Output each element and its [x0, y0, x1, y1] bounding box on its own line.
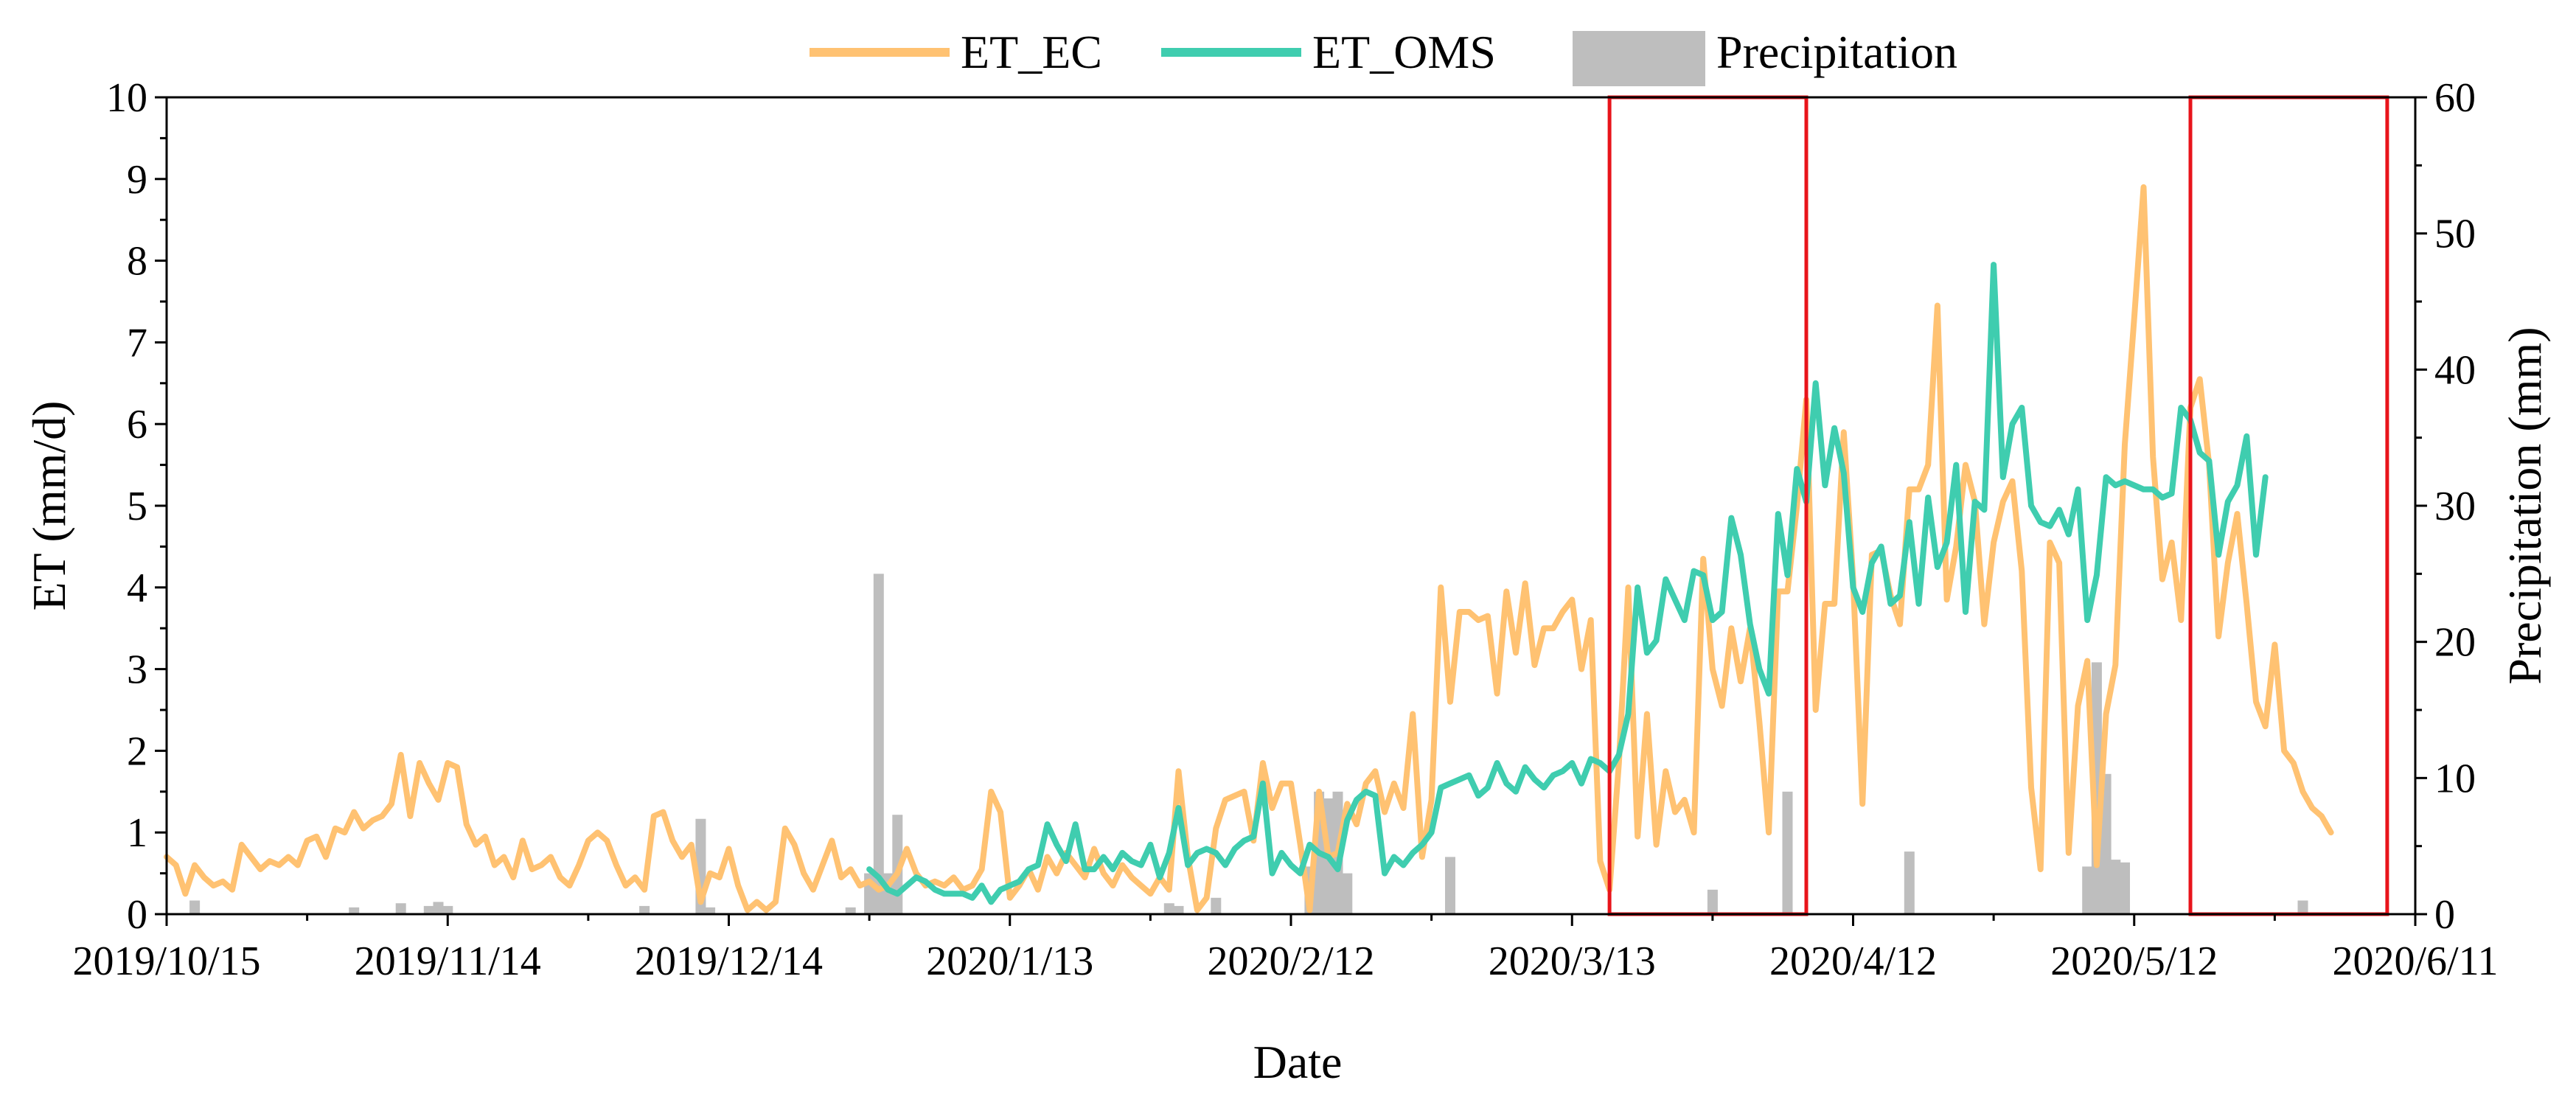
highlight-window: [2188, 95, 2389, 916]
precipitation-bar: [705, 907, 716, 914]
y-tick-label: 3: [127, 647, 147, 693]
precipitation-bar: [1342, 873, 1353, 914]
precipitation-bar: [2297, 900, 2308, 914]
x-tick-label: 2019/11/14: [355, 938, 541, 984]
precipitation-bar: [442, 905, 453, 914]
y-tick-label: 8: [127, 239, 147, 285]
precipitation-bar: [423, 905, 434, 914]
y2-tick-label: 0: [2434, 892, 2455, 938]
y2-tick-label: 20: [2434, 620, 2476, 666]
legend-swatch-precipitation: [1573, 31, 1705, 86]
x-tick-label: 2020/2/12: [1207, 938, 1374, 984]
y-tick-label: 7: [127, 320, 147, 366]
precipitation-bar: [1445, 857, 1455, 914]
y-tick-label: 9: [127, 157, 147, 203]
precipitation-bar: [349, 907, 360, 914]
y2-tick-label: 60: [2434, 75, 2476, 121]
precipitation-bar: [189, 900, 201, 914]
precipitation-bar: [639, 905, 650, 914]
y-tick-label: 2: [127, 728, 147, 774]
precipitation-bar: [2120, 862, 2130, 914]
y-tick-label: 0: [127, 892, 147, 938]
x-tick-label: 2020/6/11: [2332, 938, 2498, 984]
precipitation-bar: [2082, 866, 2093, 914]
y2-tick-label: 30: [2434, 484, 2476, 529]
y-axis-title: ET (mm/d): [23, 401, 75, 611]
precipitation-bar: [395, 903, 406, 914]
y-tick-label: 1: [127, 810, 147, 856]
precipitation-bar: [433, 902, 444, 914]
series-line-et-ec: [164, 184, 2334, 913]
y-tick-label: 4: [127, 565, 147, 611]
precipitation-bar: [1163, 903, 1174, 914]
series-line-et-oms: [866, 262, 2269, 905]
x-tick-label: 2020/1/13: [926, 938, 1093, 984]
precipitation-bar: [1173, 905, 1184, 914]
precipitation-bar: [1904, 851, 1915, 914]
precipitation-bar: [1211, 897, 1222, 914]
legend-label-et-ec: ET_EC: [961, 26, 1102, 78]
legend-label-et-oms: ET_OMS: [1312, 26, 1496, 78]
precipitation-bar: [2100, 773, 2112, 914]
y-tick-label: 6: [127, 402, 147, 447]
highlight-windows: [1607, 95, 2389, 916]
x-tick-label: 2020/4/12: [1769, 938, 1937, 984]
axes: 0 1 2 3 4 5 6 7 8 9 10 0 10 20 30 40 50 60 2019/10/15 2019/…: [72, 75, 2498, 984]
precipitation-bar: [2110, 860, 2121, 914]
x-tick-label: 2019/12/14: [635, 938, 823, 984]
y-tick-label: 5: [127, 484, 147, 529]
y-tick-label: 10: [106, 75, 147, 121]
x-axis-title: Date: [1253, 1036, 1343, 1088]
precipitation-bar: [1707, 889, 1718, 914]
x-tick-label: 2020/5/12: [2050, 938, 2218, 984]
x-tick-label: 2019/10/15: [72, 938, 260, 984]
precipitation-bar: [873, 574, 884, 914]
legend: ET_EC ET_OMS Precipitation: [810, 26, 1957, 86]
y2-tick-label: 10: [2434, 756, 2476, 801]
y2-tick-label: 40: [2434, 347, 2476, 393]
y2-tick-label: 50: [2434, 212, 2476, 257]
y2-axis-title: Precipitation (mm): [2499, 327, 2551, 684]
x-tick-label: 2020/3/13: [1489, 938, 1656, 984]
precipitation-bar: [1782, 791, 1793, 914]
precipitation-bar: [845, 907, 856, 914]
series-lines: [164, 184, 2334, 913]
legend-label-precipitation: Precipitation: [1716, 26, 1957, 78]
